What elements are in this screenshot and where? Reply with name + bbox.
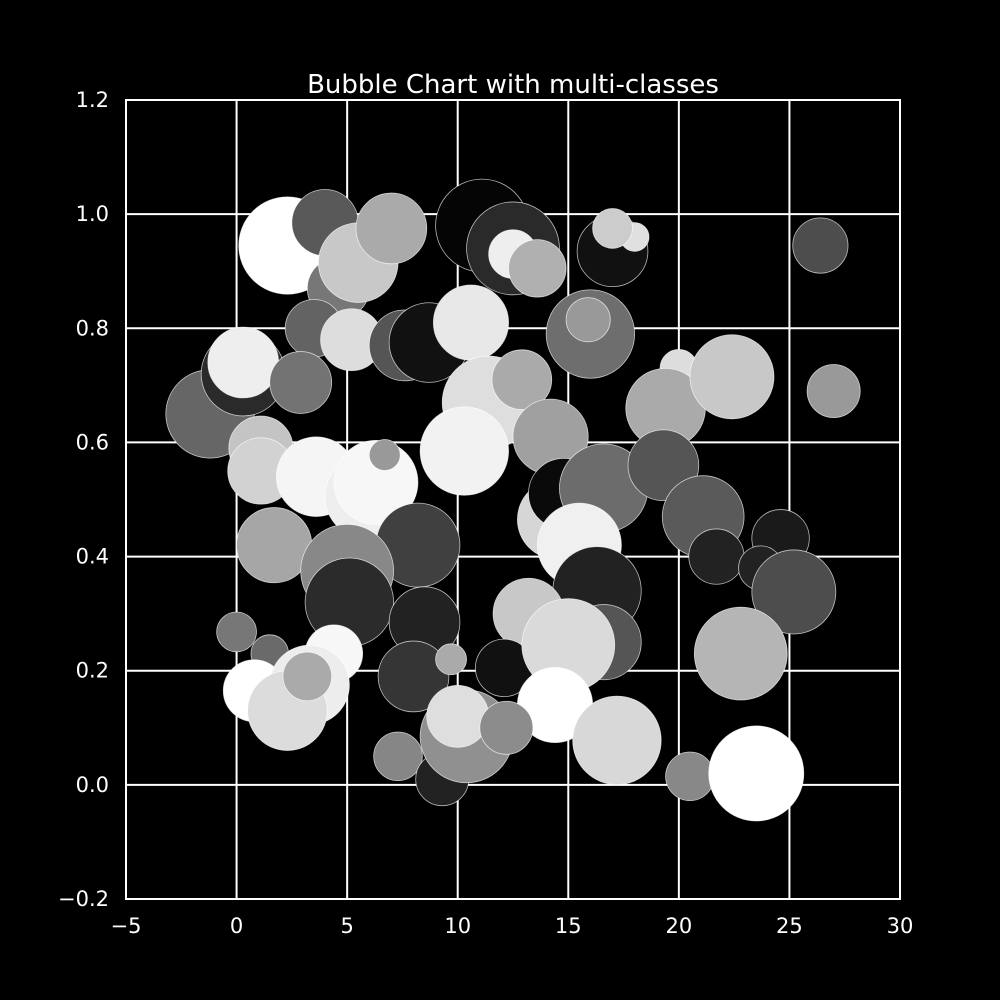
- y-tick-label: 0.6: [76, 430, 109, 454]
- axis-ticks: −5 0 5 10 15 20 25 30 −0.2 0.0 0.2 0.4 0.6 0.8 1.0 1.2: [58, 88, 913, 938]
- bubble-point: [688, 528, 745, 585]
- y-tick-label: 0.8: [76, 316, 109, 340]
- bubble-point: [435, 643, 467, 676]
- bubble-point: [207, 326, 279, 399]
- bubble-point: [419, 406, 509, 496]
- x-tick-label: 30: [887, 914, 914, 938]
- x-tick-label: 5: [340, 914, 353, 938]
- bubble-point: [373, 731, 423, 782]
- bubble-point: [282, 651, 333, 702]
- bubble-point: [592, 208, 633, 249]
- bubble-point: [572, 695, 662, 785]
- bubble-point: [708, 725, 805, 822]
- bubble-point: [426, 685, 490, 748]
- bubble-point: [368, 439, 401, 471]
- bubble-point: [216, 611, 257, 653]
- y-tick-label: 1.2: [76, 88, 109, 112]
- bubble-point: [693, 606, 788, 701]
- bubble-point: [665, 751, 715, 802]
- bubble-point: [355, 192, 428, 265]
- y-tick-label: −0.2: [58, 887, 109, 911]
- chart-title: Bubble Chart with multi-classes: [307, 70, 719, 100]
- x-tick-label: −5: [111, 914, 142, 938]
- bubble-point: [377, 640, 450, 713]
- bubble-point: [751, 549, 837, 635]
- y-tick-label: 1.0: [76, 202, 109, 226]
- bubble-point: [565, 297, 611, 343]
- x-tick-label: 0: [230, 914, 243, 938]
- bubble-point: [479, 700, 534, 755]
- bubble-point: [491, 349, 553, 410]
- y-tick-label: 0.2: [76, 659, 109, 683]
- bubble-point: [432, 284, 509, 361]
- x-tick-label: 20: [665, 914, 692, 938]
- x-tick-label: 25: [776, 914, 803, 938]
- bubble-point: [792, 217, 849, 274]
- y-tick-label: 0.0: [76, 773, 109, 797]
- bubble-point: [689, 334, 775, 420]
- bubble-series: [165, 178, 861, 822]
- x-tick-label: 15: [555, 914, 582, 938]
- x-tick-label: 10: [444, 914, 471, 938]
- bubble-point: [806, 364, 861, 419]
- y-tick-label: 0.4: [76, 545, 109, 569]
- bubble-point: [508, 239, 567, 298]
- plot-frame: [125, 99, 901, 900]
- bubble-point: [269, 351, 333, 414]
